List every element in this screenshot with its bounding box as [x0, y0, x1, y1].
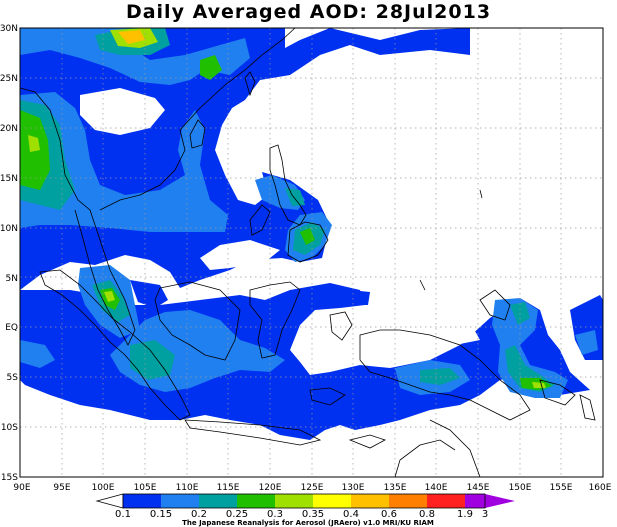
lon-label: 105E: [134, 483, 157, 493]
colorbar-label: 0.4: [343, 509, 359, 520]
lat-label: EQ: [5, 323, 18, 333]
lon-label: 110E: [176, 483, 199, 493]
colorbar-label: 0.1: [115, 509, 131, 520]
colorbar-label: 0.25: [226, 509, 248, 520]
lat-label: 5N: [6, 274, 18, 284]
lon-label: 145E: [467, 483, 490, 493]
colorbar-swatch: [313, 494, 351, 508]
lat-label: 10S: [1, 423, 18, 433]
colorbar-swatch: [351, 494, 389, 508]
lon-label: 125E: [301, 483, 324, 493]
lon-label: 130E: [342, 483, 365, 493]
colorbar-swatch: [275, 494, 313, 508]
colorbar-label: 0.2: [191, 509, 207, 520]
colorbar-label: 0.15: [150, 509, 172, 520]
lon-label: 140E: [425, 483, 448, 493]
colorbar-label: 3: [482, 509, 488, 520]
lat-label: 5S: [7, 373, 19, 383]
lat-label: 20N: [0, 124, 18, 134]
colorbar-high-arrow: [485, 494, 515, 508]
colorbar-label: 0.35: [302, 509, 324, 520]
data-credit: The Japanese Reanalysis for Aerosol (JRA…: [182, 519, 434, 527]
lat-label: 30N: [0, 24, 18, 34]
colorbar-frame: [122, 493, 486, 509]
lat-label: 15N: [0, 174, 18, 184]
lon-label: 115E: [217, 483, 240, 493]
lon-label: 135E: [384, 483, 407, 493]
coastlines: [19, 27, 596, 478]
colorbar-swatch: [161, 494, 199, 508]
lat-label: 15S: [1, 473, 18, 483]
colorbar-labels: 0.1 0.15 0.2 0.25 0.3 0.35 0.4 0.6 0.8 1…: [115, 509, 488, 520]
colorbar-swatch: [389, 494, 427, 508]
lon-label: 150E: [509, 483, 532, 493]
lon-axis: 90E 95E 100E 105E 110E 115E 120E 125E 13…: [13, 483, 611, 493]
colorbar-label: 1.9: [457, 509, 473, 520]
colorbar-swatch: [465, 494, 485, 508]
colorbar: [95, 493, 515, 509]
colorbar-swatch: [427, 494, 465, 508]
aod-band-clean: [80, 88, 480, 358]
map-frame: [19, 27, 604, 478]
lon-label: 120E: [259, 483, 282, 493]
lat-label: 25N: [0, 74, 18, 84]
colorbar-label: 0.3: [267, 509, 283, 520]
colorbar-swatch: [123, 494, 161, 508]
lon-label: 90E: [13, 483, 30, 493]
lon-label: 155E: [550, 483, 573, 493]
colorbar-label: 0.6: [381, 509, 397, 520]
colorbar-swatch: [199, 494, 237, 508]
lon-label: 100E: [92, 483, 115, 493]
map-plot-area: [19, 27, 604, 478]
grid-lines: [20, 28, 603, 477]
colorbar-label: 0.8: [419, 509, 435, 520]
lon-label: 160E: [589, 483, 612, 493]
colorbar-low-arrow: [95, 493, 124, 509]
lon-label: 95E: [53, 483, 70, 493]
aod-band-060: [118, 30, 145, 44]
colorbar-swatch: [237, 494, 275, 508]
lat-axis: 30N 25N 20N 15N 10N 5N EQ 5S 10S 15S: [0, 24, 18, 483]
lat-label: 10N: [0, 224, 18, 234]
map-title: Daily Averaged AOD: 28Jul2013: [125, 1, 492, 23]
